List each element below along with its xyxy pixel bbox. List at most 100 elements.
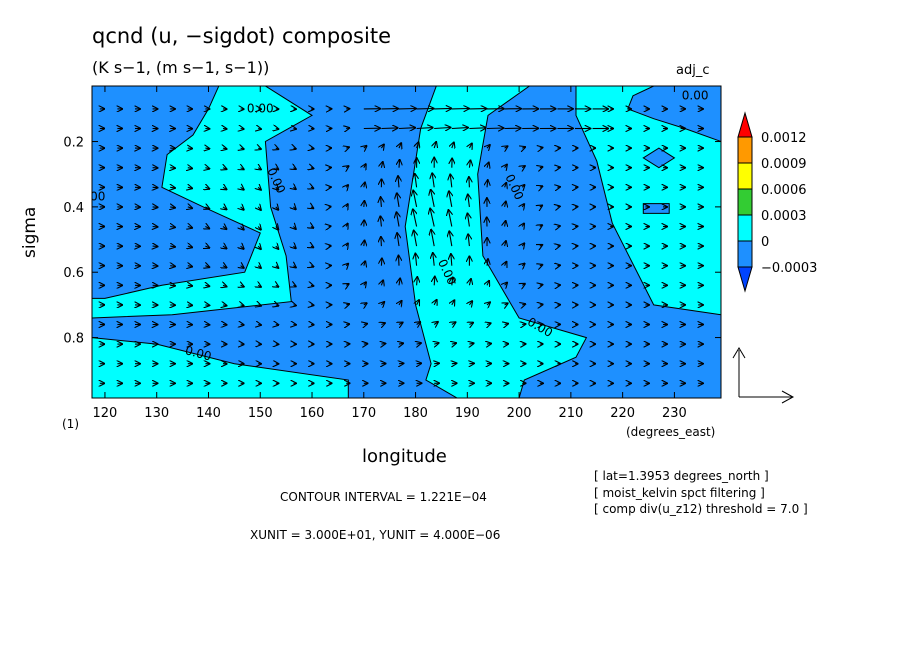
- wind-vector: [413, 210, 417, 227]
- wind-vector: [398, 128, 415, 129]
- wind-vector: [413, 191, 416, 208]
- colorbar-cap: [737, 266, 753, 293]
- wind-vector: [223, 148, 226, 149]
- wind-vector: [417, 343, 421, 344]
- colorbar-label: 0: [761, 235, 769, 250]
- x-axis-units: (degrees_east): [626, 425, 716, 439]
- wind-vector: [540, 148, 543, 149]
- wind-vector: [469, 177, 470, 188]
- y-tick-label: 0.8: [63, 332, 84, 347]
- info-line: [ lat=1.3953 degrees_north ]: [594, 469, 769, 483]
- wind-vector: [381, 344, 385, 345]
- wind-vector: [381, 145, 383, 148]
- colorbar-swatch: [737, 136, 753, 164]
- wind-vector: [293, 207, 295, 209]
- wind-vector: [557, 206, 559, 207]
- wind-vector: [346, 128, 349, 129]
- contour-interval: CONTOUR INTERVAL = 1.221E−04: [280, 490, 487, 504]
- wind-vector: [505, 303, 508, 305]
- wind-vector: [293, 246, 295, 248]
- colorbar-label: 0.0006: [761, 183, 807, 198]
- wind-vector: [381, 162, 382, 168]
- colorbar-swatch: [737, 214, 753, 242]
- wind-vector: [223, 168, 226, 169]
- wind-vector: [432, 173, 434, 188]
- colorbar-label: 0.0012: [761, 131, 807, 146]
- wind-vector: [188, 266, 192, 267]
- wind-vector: [487, 180, 488, 188]
- wind-vector: [276, 168, 278, 170]
- wind-vector: [276, 285, 278, 286]
- wind-vector: [293, 305, 295, 306]
- contour-label: 0.00: [79, 190, 106, 204]
- wind-vector: [364, 183, 365, 188]
- wind-vector: [449, 210, 452, 227]
- wind-vector: [170, 187, 175, 188]
- wind-vector: [449, 231, 452, 247]
- wind-vector: [469, 301, 472, 305]
- wind-vector: [540, 265, 542, 266]
- wind-vector: [540, 206, 542, 207]
- wind-vector: [346, 224, 347, 227]
- wind-vector: [223, 207, 226, 209]
- chart-title: qcnd (u, −sigdot) composite: [92, 24, 391, 48]
- contour-label: 0.00: [184, 343, 213, 363]
- wind-vector: [381, 128, 397, 129]
- colorbar-swatch: [737, 162, 753, 190]
- wind-vector: [505, 241, 506, 246]
- wind-vector: [398, 176, 399, 188]
- wind-vector: [381, 259, 382, 266]
- wind-vector: [205, 187, 209, 189]
- vector-units: XUNIT = 3.000E+01, YUNIT = 4.000E−06: [250, 528, 501, 542]
- x-tick-label: 150: [248, 406, 273, 421]
- wind-vector: [223, 266, 226, 268]
- corner-label: (1): [62, 417, 79, 431]
- wind-vector: [540, 167, 543, 168]
- wind-vector: [469, 343, 473, 344]
- wind-vector: [522, 284, 525, 285]
- wind-vector: [399, 323, 403, 325]
- wind-vector: [540, 285, 543, 286]
- wind-vector: [293, 227, 295, 229]
- wind-vector: [433, 253, 434, 266]
- wind-vector: [522, 304, 525, 305]
- wind-vector: [469, 279, 471, 286]
- wind-vector: [311, 227, 313, 228]
- x-tick-label: 130: [144, 406, 169, 421]
- colorbar-swatch: [737, 240, 753, 268]
- wind-vector: [487, 281, 489, 285]
- wind-vector: [486, 128, 503, 129]
- wind-vector: [417, 322, 421, 324]
- wind-vector: [258, 285, 261, 287]
- x-tick-label: 220: [610, 406, 635, 421]
- wind-vector: [346, 264, 348, 266]
- wind-vector: [241, 266, 244, 268]
- wind-vector: [415, 174, 417, 188]
- wind-vector: [451, 254, 452, 266]
- wind-vector: [434, 128, 450, 129]
- wind-vector: [170, 266, 175, 267]
- wind-vector: [487, 259, 488, 266]
- wind-vector: [522, 166, 525, 168]
- wind-vector: [364, 261, 365, 265]
- wind-vector: [469, 161, 470, 168]
- wind-vector: [293, 168, 295, 169]
- contour-label: 0.00: [247, 101, 274, 115]
- wind-vector: [241, 129, 244, 130]
- wind-vector: [487, 344, 491, 345]
- wind-vector: [311, 266, 313, 267]
- wind-vector: [276, 187, 278, 189]
- negative-region: [642, 147, 676, 169]
- wind-vector: [364, 146, 367, 148]
- wind-vector: [399, 256, 400, 266]
- wind-vector: [293, 187, 295, 189]
- wind-vector: [311, 168, 313, 169]
- wind-vector: [258, 129, 261, 130]
- colorbar-cap: [737, 111, 753, 138]
- wind-vector: [276, 207, 278, 210]
- wind-vector: [417, 300, 419, 305]
- wind-vector: [223, 285, 226, 286]
- wind-vector: [276, 266, 278, 268]
- wind-vector: [522, 224, 524, 227]
